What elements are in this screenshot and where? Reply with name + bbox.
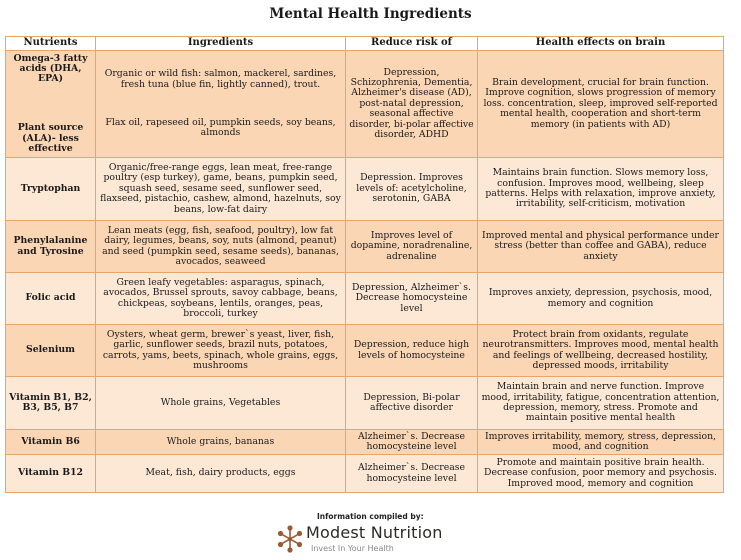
ingredients-cell: Whole grains, bananas (95, 429, 346, 455)
header-row: Nutrients Ingredients Reduce risk of Hea… (5, 36, 724, 51)
table-row: Vitamin B12 Meat, fish, dairy products, … (5, 454, 724, 493)
risk-cell: Depression, Schizophrenia, Dementia, Alz… (345, 50, 478, 158)
risk-cell: Depression, Alzheimer`s. Decrease homocy… (345, 272, 478, 325)
page-title: Mental Health Ingredients (269, 6, 472, 22)
effects-cell: Brain development, crucial for brain fun… (477, 50, 724, 158)
ingredients-cell: Whole grains, Vegetables (95, 376, 346, 430)
brand-tagline: Invest In Your Health (311, 544, 394, 553)
header-health-effects: Health effects on brain (477, 36, 724, 51)
header-nutrients: Nutrients (5, 36, 96, 51)
nutrient-cell: Vitamin B1, B2, B3, B5, B7 (5, 376, 96, 430)
table-row: Vitamin B6 Whole grains, bananas Alzheim… (5, 429, 724, 455)
ingredients-cell: Lean meats (egg, fish, seafood, poultry)… (95, 220, 346, 273)
ingredients-cell: Organic or wild fish: salmon, mackerel, … (95, 50, 346, 158)
effects-cell: Promote and maintain positive brain heal… (477, 454, 724, 493)
risk-cell: Depression. Improves levels of: acetylch… (345, 157, 478, 221)
compiled-by-label: Information compiled by: (317, 512, 424, 521)
header-reduce-risk: Reduce risk of (345, 36, 478, 51)
risk-cell: Depression, Bi-polar affective disorder (345, 376, 478, 430)
ingredients-plant: Flax oil, rapeseed oil, pumpkin seeds, s… (105, 117, 336, 139)
table-row: Tryptophan Organic/free-range eggs, lean… (5, 157, 724, 221)
header-ingredients: Ingredients (95, 36, 346, 51)
ingredients-cell: Oysters, wheat germ, brewer`s yeast, liv… (95, 324, 346, 377)
risk-cell: Depression, reduce high levels of homocy… (345, 324, 478, 377)
effects-cell: Improves anxiety, depression, psychosis,… (477, 272, 724, 325)
effects-cell: Maintains brain function. Slows memory l… (477, 157, 724, 221)
risk-cell: Improves level of dopamine, noradrenalin… (345, 220, 478, 273)
nutrient-cell: Omega-3 fatty acids (DHA, EPA) Plant sou… (5, 50, 96, 158)
table-row: Vitamin B1, B2, B3, B5, B7 Whole grains,… (5, 376, 724, 430)
ingredients-cell: Green leafy vegetables: asparagus, spina… (95, 272, 346, 325)
nutrient-cell: Phenylalanine and Tyrosine (5, 220, 96, 273)
nutrient-cell: Folic acid (5, 272, 96, 325)
ingredients-cell: Meat, fish, dairy products, eggs (95, 454, 346, 493)
nutrient-cell: Tryptophan (5, 157, 96, 221)
effects-cell: Protect brain from oxidants, regulate ne… (477, 324, 724, 377)
effects-cell: Improved mental and physical performance… (477, 220, 724, 273)
table-row: Phenylalanine and Tyrosine Lean meats (e… (5, 220, 724, 273)
risk-cell: Alzheimer`s. Decrease homocysteine level (345, 429, 478, 455)
nutrient-cell: Vitamin B6 (5, 429, 96, 455)
flower-logo-icon (277, 525, 303, 553)
ingredients-fish: Organic or wild fish: salmon, mackerel, … (104, 68, 337, 90)
effects-cell: Improves irritability, memory, stress, d… (477, 429, 724, 455)
ingredients-cell: Organic/free-range eggs, lean meat, free… (95, 157, 346, 221)
nutrient-omega3: Omega-3 fatty acids (DHA, EPA) (13, 52, 88, 85)
table-row: Folic acid Green leafy vegetables: aspar… (5, 272, 724, 325)
risk-cell: Alzheimer`s. Decrease homocysteine level (345, 454, 478, 493)
effects-cell: Maintain brain and nerve function. Impro… (477, 376, 724, 430)
nutrients-table: Nutrients Ingredients Reduce risk of Hea… (5, 36, 724, 493)
nutrient-cell: Vitamin B12 (5, 454, 96, 493)
brand-name: Modest Nutrition (306, 523, 443, 542)
nutrient-plant-source: Plant source (ALA)- less effective (17, 122, 84, 155)
nutrient-cell: Selenium (5, 324, 96, 377)
table-row: Omega-3 fatty acids (DHA, EPA) Plant sou… (5, 50, 724, 158)
table-row: Selenium Oysters, wheat germ, brewer`s y… (5, 324, 724, 377)
